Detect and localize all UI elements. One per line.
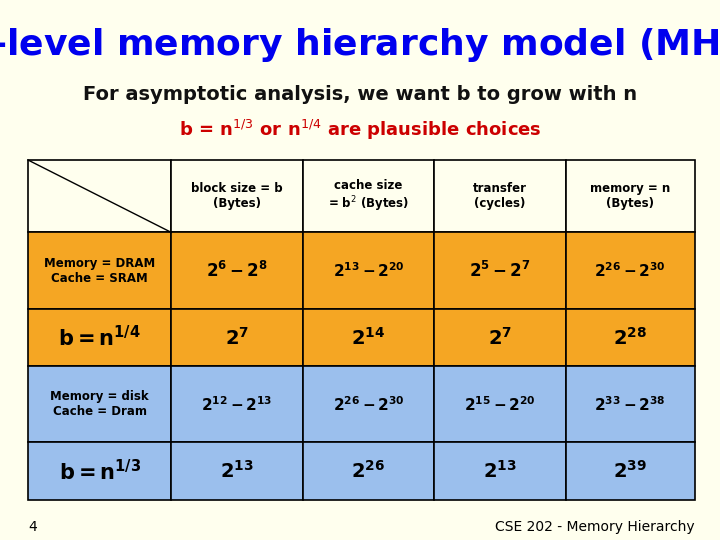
Bar [303,309,434,366]
Bar [28,160,171,232]
Text: $\mathbf{2^{26} - 2^{30}}$: $\mathbf{2^{26} - 2^{30}}$ [333,395,405,414]
Text: $\mathbf{b=n^{1/3}}$: $\mathbf{b=n^{1/3}}$ [58,458,141,484]
Bar [28,442,171,500]
Bar [28,232,171,309]
Bar [28,309,171,366]
Bar [171,366,303,442]
Text: $\mathbf{2^6 - 2^8}$: $\mathbf{2^6 - 2^8}$ [206,260,268,281]
Text: $\mathbf{2^{28}}$: $\mathbf{2^{28}}$ [613,327,647,348]
Text: b = n$^{1/3}$ or n$^{1/4}$ are plausible choices: b = n$^{1/3}$ or n$^{1/4}$ are plausible… [179,118,541,142]
Bar [303,160,434,232]
Bar [566,160,695,232]
Text: $\mathbf{2^{13}}$: $\mathbf{2^{13}}$ [483,460,517,482]
Bar [566,232,695,309]
Text: transfer
(cycles): transfer (cycles) [473,182,527,210]
Bar [434,366,566,442]
Bar [566,442,695,500]
Text: $\mathbf{2^{26} - 2^{30}}$: $\mathbf{2^{26} - 2^{30}}$ [595,261,666,280]
Text: 4: 4 [28,520,37,534]
Text: 2-level memory hierarchy model (MH$_2$): 2-level memory hierarchy model (MH$_2$) [0,26,720,64]
Bar [434,160,566,232]
Text: $\mathbf{b = n^{1/4}}$: $\mathbf{b = n^{1/4}}$ [58,325,141,350]
Bar [566,366,695,442]
Bar [171,232,303,309]
Text: $\mathbf{2^{33} - 2^{38}}$: $\mathbf{2^{33} - 2^{38}}$ [595,395,666,414]
Text: Memory = disk
Cache = Dram: Memory = disk Cache = Dram [50,390,149,418]
Text: memory = n
(Bytes): memory = n (Bytes) [590,182,670,210]
Text: CSE 202 - Memory Hierarchy: CSE 202 - Memory Hierarchy [495,520,695,534]
Bar [171,442,303,500]
Text: $\mathbf{2^7}$: $\mathbf{2^7}$ [225,327,249,348]
Bar [303,232,434,309]
Bar [171,160,303,232]
Text: For asymptotic analysis, we want b to grow with n: For asymptotic analysis, we want b to gr… [83,85,637,105]
Text: $\mathbf{2^{14}}$: $\mathbf{2^{14}}$ [351,327,385,348]
Text: $\mathbf{2^{13}}$: $\mathbf{2^{13}}$ [220,460,254,482]
Text: $\mathbf{2^{12} - 2^{13}}$: $\mathbf{2^{12} - 2^{13}}$ [202,395,273,414]
Bar [171,309,303,366]
Bar [434,442,566,500]
Text: Memory = DRAM
Cache = SRAM: Memory = DRAM Cache = SRAM [44,256,156,285]
Bar [303,442,434,500]
Bar [566,309,695,366]
Bar [434,232,566,309]
Bar [434,309,566,366]
Bar [28,366,171,442]
Text: $\mathbf{2^5 -2^7}$: $\mathbf{2^5 -2^7}$ [469,260,531,281]
Text: $\mathbf{2^{15} - 2^{20}}$: $\mathbf{2^{15} - 2^{20}}$ [464,395,536,414]
Text: cache size
= b$^2$ (Bytes): cache size = b$^2$ (Bytes) [328,179,409,214]
Text: $\mathbf{2^7}$: $\mathbf{2^7}$ [488,327,512,348]
Text: $\mathbf{2^{13} - 2^{20}}$: $\mathbf{2^{13} - 2^{20}}$ [333,261,405,280]
Text: $\mathbf{2^{26}}$: $\mathbf{2^{26}}$ [351,460,385,482]
Text: $\mathbf{2^{39}}$: $\mathbf{2^{39}}$ [613,460,647,482]
Bar [303,366,434,442]
Text: block size = b
(Bytes): block size = b (Bytes) [192,182,283,210]
